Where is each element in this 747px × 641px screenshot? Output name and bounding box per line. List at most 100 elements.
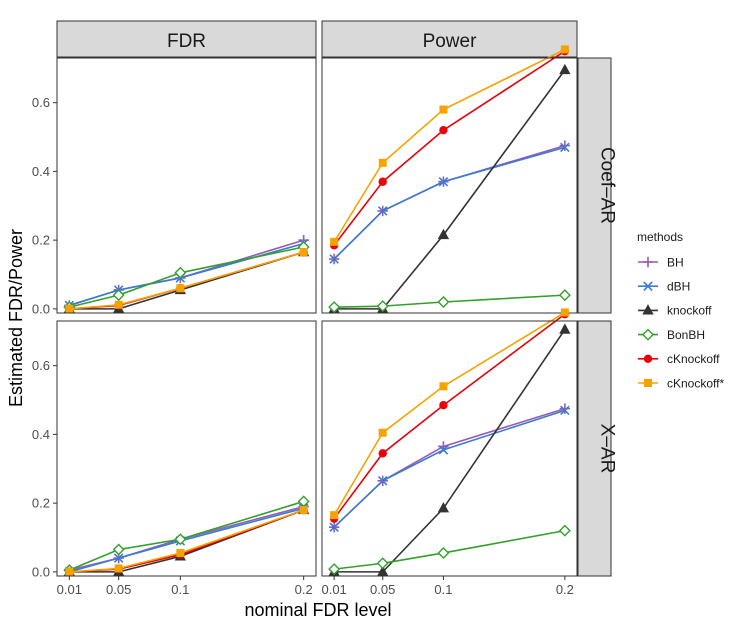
legend-key-marker <box>642 304 654 315</box>
legend: methods BH dBH knockoff BonBH cKnockoff cKnock… <box>637 230 724 390</box>
y-tick-label: 0.2 <box>32 233 50 248</box>
data-point <box>174 266 187 279</box>
data-point <box>112 289 125 302</box>
data-point <box>176 548 185 557</box>
row-strip-label: X–AR <box>597 424 618 474</box>
axes: 0.0 0.2 0.4 0.6 0.0 0.2 0.4 0.6 0.01 0.05 0.1 0.2 0.… <box>32 95 574 597</box>
column-strip-fdr <box>56 20 317 58</box>
data-point <box>437 502 450 513</box>
panel-border <box>56 320 317 577</box>
data-point <box>329 254 339 264</box>
row-strip-1 <box>577 57 612 314</box>
y-tick-label: 0.0 <box>32 564 50 579</box>
data-point <box>437 546 450 559</box>
x-tick-label: 0.1 <box>434 582 452 597</box>
data-point <box>437 228 450 240</box>
data-point <box>560 45 569 54</box>
series-knockoff <box>328 323 571 576</box>
data-point <box>560 405 570 416</box>
data-point <box>439 400 448 410</box>
y-tick-label: 0.4 <box>32 164 50 179</box>
legend-label: knockoff <box>667 304 712 318</box>
legend-item: cKnockoff* <box>638 376 724 390</box>
legend-item: BonBH <box>638 328 705 342</box>
data-point <box>439 105 448 114</box>
data-point <box>559 140 571 151</box>
series-line <box>333 409 566 528</box>
data-point <box>299 506 308 515</box>
series-line <box>333 146 566 260</box>
data-point <box>437 296 450 308</box>
data-point <box>112 543 125 556</box>
data-point <box>114 300 123 309</box>
panel-border <box>321 320 578 577</box>
legend-key-marker <box>643 354 653 363</box>
column-strip-power <box>321 20 578 58</box>
data-point <box>114 564 123 573</box>
y-tick-label: 0.2 <box>32 496 50 511</box>
legend-key-marker <box>642 328 654 341</box>
series-cknockoff-star <box>330 308 569 520</box>
data-point <box>330 237 339 246</box>
data-point <box>65 567 74 576</box>
legend-label: dBH <box>667 280 690 294</box>
row-strip-2 <box>577 320 612 577</box>
panel-background <box>322 58 577 313</box>
series-dbh <box>329 142 570 264</box>
legend-item: cKnockoff <box>638 352 720 366</box>
series-cknockoff-star <box>65 506 308 576</box>
data-point <box>330 511 339 520</box>
series-line <box>69 251 304 310</box>
data-point <box>558 289 571 302</box>
series-line <box>69 509 304 573</box>
series-line <box>69 505 304 571</box>
data-point <box>439 382 448 391</box>
series-line <box>333 50 566 246</box>
legend-label: BonBH <box>667 328 705 342</box>
legend-title: methods <box>637 230 683 244</box>
series-line <box>333 48 566 243</box>
legend-label: BH <box>667 255 684 269</box>
data-point <box>559 323 571 334</box>
series-line <box>69 507 304 573</box>
data-point <box>329 522 339 532</box>
y-tick-label: 0.6 <box>32 358 50 373</box>
facet-strips: FDR Power Coef–AR X–AR <box>56 20 618 577</box>
panel-border <box>321 57 578 314</box>
data-point <box>378 177 387 186</box>
panel-power-1 <box>321 45 578 314</box>
data-point <box>377 476 388 486</box>
x-axis-title: nominal FDR level <box>244 600 391 620</box>
series-line <box>333 311 566 516</box>
data-point <box>438 176 449 187</box>
y-tick-label: 0.0 <box>32 301 50 316</box>
series-bonbh <box>328 289 571 314</box>
data-point <box>377 206 388 216</box>
x-tick-label: 0.2 <box>556 582 574 597</box>
facet-panels <box>56 45 578 577</box>
data-point <box>378 428 387 437</box>
legend-item: dBH <box>638 280 690 294</box>
panel-border <box>56 57 317 314</box>
row-strip-label: Coef–AR <box>597 147 618 224</box>
series-line <box>334 69 566 310</box>
panel-background <box>57 321 316 576</box>
data-point <box>174 533 187 546</box>
series-line <box>69 500 304 571</box>
x-tick-label: 0.05 <box>370 582 395 597</box>
data-point <box>376 300 389 313</box>
legend-label: cKnockoff* <box>667 376 724 390</box>
x-tick-label: 0.05 <box>106 582 131 597</box>
data-point <box>65 304 74 313</box>
data-point <box>560 142 570 153</box>
data-point <box>299 248 308 257</box>
legend-key-marker <box>642 256 654 268</box>
panel-power-2 <box>321 308 578 577</box>
data-point <box>328 563 341 576</box>
series-line <box>69 246 304 308</box>
legend-item: BH <box>638 255 684 269</box>
data-point <box>439 125 448 135</box>
legend-key-marker <box>643 281 653 291</box>
column-strip-label: FDR <box>167 31 206 52</box>
